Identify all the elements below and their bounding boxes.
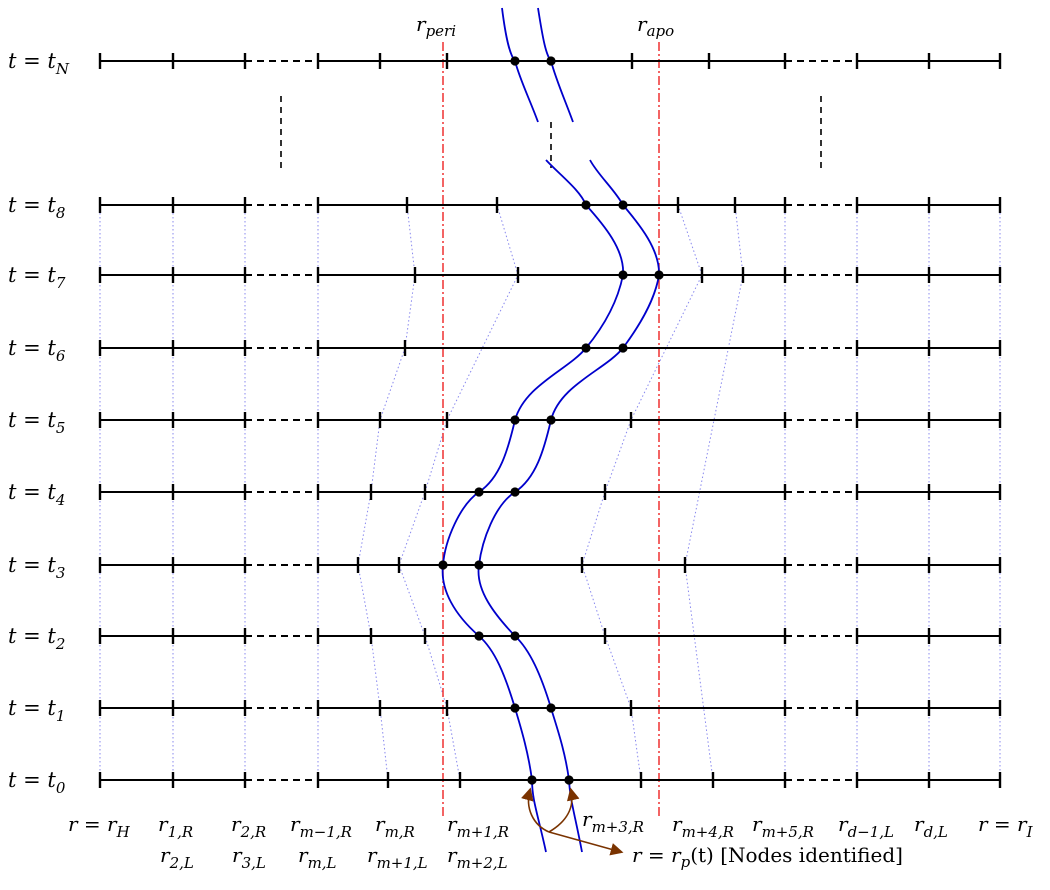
radial-node-label: rm+1,R [447, 812, 509, 841]
particle-node [581, 200, 591, 210]
particle-node [618, 200, 628, 210]
radial-node-label: r2,R [231, 812, 266, 841]
r-peri-label: rperi [416, 12, 456, 40]
particle-node [546, 415, 556, 425]
radial-node-label: r2,L [160, 843, 194, 872]
particle-node [546, 703, 556, 713]
radial-node-label: rm,L [298, 843, 337, 872]
orbit-right-curve [477, 159, 660, 853]
radial-node-label: rd−1,L [838, 812, 894, 841]
row-label: t = t3 [8, 553, 65, 582]
radial-node-label: r = rH [68, 812, 131, 841]
radial-node-label: rd,L [914, 812, 948, 841]
particle-node [510, 703, 520, 713]
row-label: t = t8 [8, 193, 65, 222]
row-label: t = t1 [8, 696, 65, 725]
orbit-left-curve [441, 159, 624, 853]
rp-caption: r = rp(t) [Nodes identified] [632, 843, 903, 871]
particle-node [510, 487, 520, 497]
r-apo-label: rapo [637, 12, 674, 40]
radial-node-label: r = rI [978, 812, 1034, 841]
row-label: t = t7 [8, 263, 66, 292]
caption-arrow-main [548, 831, 624, 856]
particle-node [438, 560, 448, 570]
particle-node [564, 775, 574, 785]
radial-node-label: rm−1,R [290, 812, 352, 841]
radial-node-label: rm+1,L [367, 843, 428, 872]
row-label: t = t0 [8, 768, 66, 797]
particle-node [474, 487, 484, 497]
guide-line [581, 204, 703, 781]
particle-node [527, 775, 537, 785]
guide-line [398, 204, 519, 781]
particle-node [546, 56, 556, 66]
row-label: t = t6 [8, 336, 66, 365]
particle-node [618, 270, 628, 280]
caption-arrow-right [548, 787, 580, 833]
radial-node-label: rm+2,L [447, 843, 508, 872]
radial-node-label: r3,L [232, 843, 266, 872]
radial-node-label: rm+5,R [752, 812, 814, 841]
radial-node-label: rm,R [375, 812, 415, 841]
particle-node [510, 415, 520, 425]
particle-node [510, 56, 520, 66]
particle-node [474, 560, 484, 570]
radial-node-label: rm+3,R [582, 807, 644, 836]
row-label: t = t5 [8, 408, 65, 437]
particle-node [654, 270, 664, 280]
orbit-left-curve-top [501, 7, 539, 123]
orbit-right-curve-top [537, 7, 574, 123]
particle-node [581, 343, 591, 353]
radial-node-label: rm+4,R [672, 812, 734, 841]
caption-arrow-left [521, 787, 550, 833]
particle-node [510, 631, 520, 641]
row-label: t = tN [8, 49, 70, 78]
row-label: t = t4 [8, 480, 65, 509]
radial-node-label: r1,R [158, 812, 193, 841]
particle-node [618, 343, 628, 353]
row-label: t = t2 [8, 624, 65, 653]
particle-node [474, 631, 484, 641]
